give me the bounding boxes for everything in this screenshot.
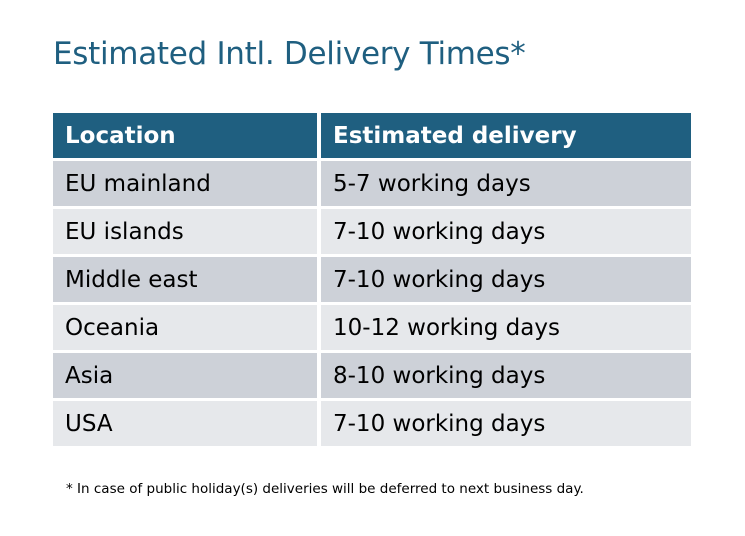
location-cell: EU mainland — [53, 161, 321, 209]
table-row: EU mainland 5-7 working days — [53, 161, 691, 209]
header-estimated-delivery: Estimated delivery — [321, 113, 691, 161]
delivery-cell: 10-12 working days — [321, 305, 691, 353]
delivery-table: Location Estimated delivery EU mainland 5… — [53, 113, 691, 449]
delivery-cell: 8-10 working days — [321, 353, 691, 401]
table-row: Asia 8-10 working days — [53, 353, 691, 401]
table-row: Oceania 10-12 working days — [53, 305, 691, 353]
location-cell: Oceania — [53, 305, 321, 353]
table-header-row: Location Estimated delivery — [53, 113, 691, 161]
page-title: Estimated Intl. Delivery Times* — [53, 36, 526, 72]
delivery-cell: 7-10 working days — [321, 209, 691, 257]
header-location: Location — [53, 113, 321, 161]
delivery-cell: 7-10 working days — [321, 401, 691, 449]
location-cell: Middle east — [53, 257, 321, 305]
delivery-cell: 7-10 working days — [321, 257, 691, 305]
table-row: EU islands 7-10 working days — [53, 209, 691, 257]
delivery-cell: 5-7 working days — [321, 161, 691, 209]
location-cell: USA — [53, 401, 321, 449]
location-cell: Asia — [53, 353, 321, 401]
table-row: USA 7-10 working days — [53, 401, 691, 449]
table-row: Middle east 7-10 working days — [53, 257, 691, 305]
location-cell: EU islands — [53, 209, 321, 257]
footnote: * In case of public holiday(s) deliverie… — [66, 481, 584, 497]
